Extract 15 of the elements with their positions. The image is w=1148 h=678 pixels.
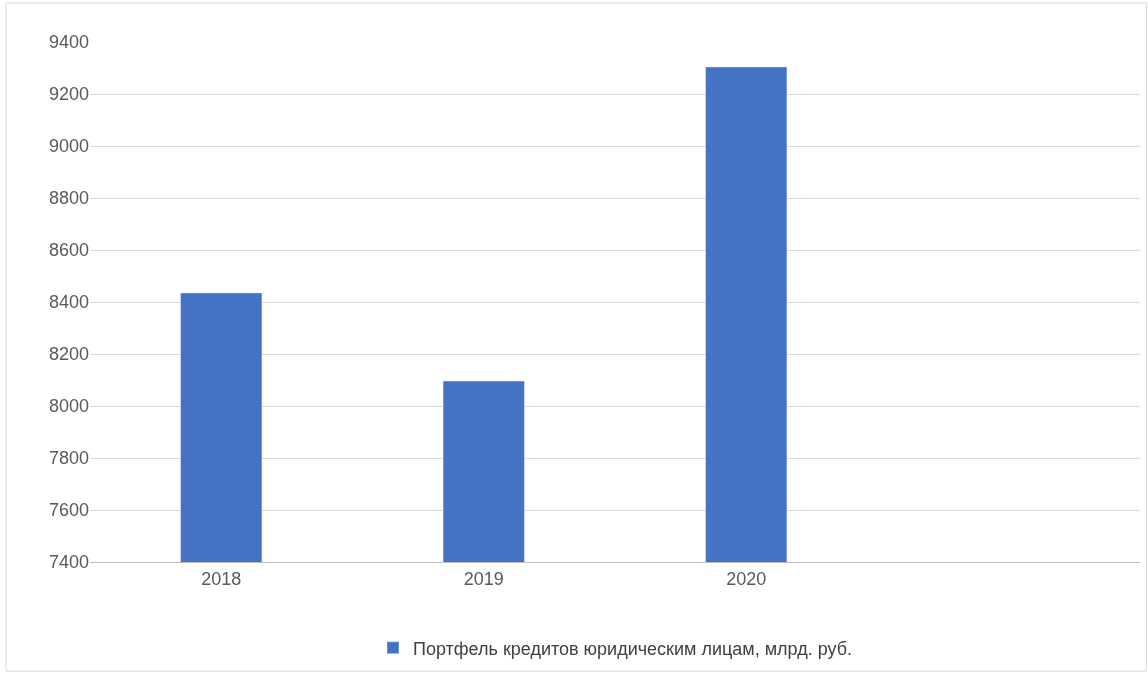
y-tick-label: 7600: [48, 500, 89, 521]
y-tick-label: 7400: [48, 552, 89, 573]
x-tick-label: 2018: [201, 568, 242, 589]
y-tick-label: 9200: [48, 84, 89, 105]
y-tick-label: 9000: [48, 136, 89, 157]
y-tick-label: 8600: [48, 240, 89, 261]
y-tick-label: 9400: [48, 32, 89, 53]
legend-label: Портфель кредитов юридическим лицам, млрд. руб.: [413, 638, 852, 659]
y-tick-label: 8000: [48, 396, 89, 417]
x-tick-label: 2019: [463, 568, 504, 589]
x-tick-label: 2020: [726, 568, 767, 589]
y-tick-label: 8400: [48, 292, 89, 313]
y-tick-label: 8800: [48, 188, 89, 209]
y-tick-label: 7800: [48, 448, 89, 469]
y-tick-label: 8200: [48, 344, 89, 365]
